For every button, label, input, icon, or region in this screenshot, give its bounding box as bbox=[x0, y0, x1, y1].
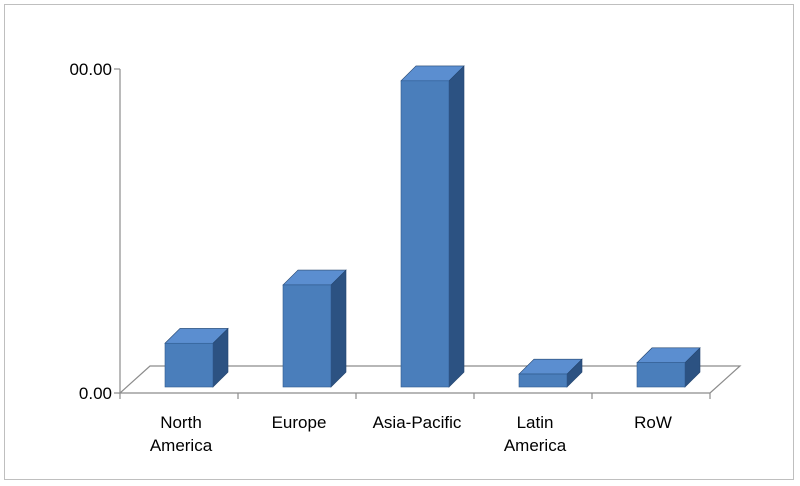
chart-axes bbox=[114, 68, 742, 399]
x-tick-label: Asia-Pacific bbox=[373, 413, 462, 432]
bar-north-america bbox=[164, 327, 229, 388]
chart-frame bbox=[4, 4, 794, 480]
bar-europe bbox=[282, 269, 347, 388]
y-tick-label: 00.00 bbox=[69, 60, 112, 79]
bar-front bbox=[282, 284, 332, 388]
y-tick-label: 0.00 bbox=[79, 384, 112, 403]
bar-row bbox=[636, 347, 701, 388]
chart-floor bbox=[118, 365, 742, 394]
bar-asia-pacific bbox=[400, 65, 465, 388]
chart-labels: 0.00 00.00 North America Europe Asia-Pacific L… bbox=[69, 60, 671, 455]
x-tick-label: Europe bbox=[272, 413, 327, 432]
bar-side bbox=[330, 269, 347, 388]
bar-front bbox=[164, 342, 214, 388]
x-tick-label: North America bbox=[150, 413, 213, 455]
x-tick-label: RoW bbox=[634, 413, 672, 432]
x-tick-label: Latin America bbox=[504, 413, 567, 455]
bar-front bbox=[636, 362, 686, 388]
bar-front bbox=[518, 373, 568, 388]
chart-bars bbox=[164, 65, 701, 388]
bar-side bbox=[448, 65, 465, 388]
bar-front bbox=[400, 80, 450, 388]
bar-latin-america bbox=[518, 358, 583, 388]
